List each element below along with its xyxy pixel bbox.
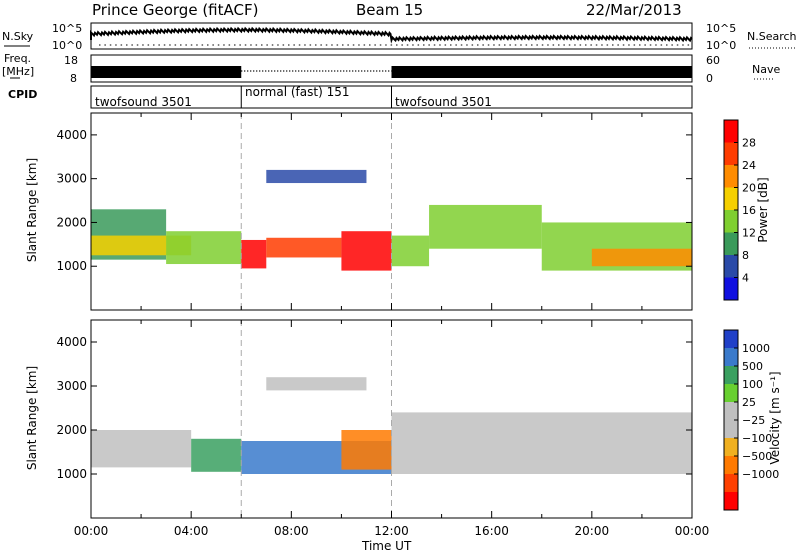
velocity-cbar-segment-1 [724, 348, 738, 367]
freq-label: Freq. [4, 52, 32, 65]
nave-label: Nave [752, 63, 781, 76]
velocity-panel-band-4 [391, 412, 692, 474]
noise-top-right: 10^5 [706, 22, 737, 35]
cpid-segment-3: twofsound 3501 [395, 95, 492, 109]
beam-title: Beam 15 [356, 1, 424, 19]
power-panel-ytick-label-2000: 2000 [56, 215, 87, 229]
time-tick-label-3: 12:00 [374, 524, 409, 538]
velocity-cbar-tick-label-4: −25 [742, 414, 765, 427]
nsky-label: N.Sky [2, 30, 34, 43]
velocity-panel-ytick-label-2000: 2000 [56, 423, 87, 437]
power-panel-band-3 [241, 239, 267, 269]
velocity-cbar-tick-label-2: 100 [742, 378, 763, 391]
date-title: 22/Mar/2013 [586, 1, 682, 19]
power-panel-band-10 [266, 169, 367, 184]
power-cbar-tick-label-4: 12 [742, 227, 756, 240]
power-cbar-segment-4 [724, 210, 738, 233]
power-panel-ytick-label-1000: 1000 [56, 259, 87, 273]
velocity-cbar-segment-4 [724, 402, 738, 421]
velocity-cbar-segment-7 [724, 456, 738, 475]
time-tick-label-1: 04:00 [174, 524, 209, 538]
power-cbar-segment-5 [724, 232, 738, 256]
time-tick-label-6: 00:00 [675, 524, 710, 538]
power-cbar-tick-label-3: 16 [742, 204, 756, 217]
power-panel-band-7 [429, 204, 542, 249]
velocity-cbar-segment-0 [724, 330, 738, 349]
power-panel-ytick-label-4000: 4000 [56, 128, 87, 142]
nave-tick-0: 0 [706, 72, 713, 85]
time-tick-label-2: 08:00 [274, 524, 309, 538]
velocity-cbar-tick-label-6: −500 [742, 450, 772, 463]
power-panel-band-4 [266, 237, 342, 258]
velocity-cbar-segment-9 [724, 492, 738, 511]
time-tick-label-4: 16:00 [474, 524, 509, 538]
noise-bottom-left: 10^0 [52, 39, 83, 52]
power-cbar-tick-label-1: 24 [742, 159, 756, 172]
velocity-cbar-tick-label-0: 1000 [742, 342, 770, 355]
nave-tick-60: 60 [706, 54, 720, 67]
time-xlabel: Time UT [362, 539, 412, 553]
power-cbar-tick-label-5: 8 [742, 249, 749, 262]
power-cbar-tick-label-2: 20 [742, 182, 756, 195]
power-panel-band-2 [166, 231, 242, 265]
power-cbar-segment-7 [724, 277, 738, 301]
time-tick-label-0: 00:00 [74, 524, 109, 538]
velocity-cbar-segment-5 [724, 420, 738, 439]
time-tick-label-5: 20:00 [575, 524, 610, 538]
power-cbar-segment-6 [724, 255, 738, 278]
velocity-cbar-segment-2 [724, 366, 738, 385]
velocity-panel-ytick-label-1000: 1000 [56, 467, 87, 481]
power-cbar-tick-label-6: 4 [742, 272, 749, 285]
cpid-label: CPID [8, 88, 38, 101]
power-panel-band-9 [591, 248, 692, 267]
velocity-panel-band-5 [266, 377, 367, 391]
velocity-panel-band-1 [191, 438, 242, 472]
velocity-cbar-tick-label-5: −100 [742, 432, 772, 445]
velocity-cbar-tick-label-7: −1000 [742, 468, 779, 481]
freq-unit-label: [MHz] [2, 65, 35, 78]
velocity-cbar-tick-label-3: 25 [742, 396, 756, 409]
freq-tick-8: 8 [70, 72, 77, 85]
velocity-panel-band-0 [91, 430, 192, 468]
noise-sky-line [90, 26, 693, 44]
noise-top-left: 10^5 [52, 22, 83, 35]
velocity-cbar-tick-label-1: 500 [742, 360, 763, 373]
nsearch-label: N.Search [747, 30, 797, 43]
power-cbar-segment-0 [724, 120, 738, 143]
cpid-segment-2: normal (fast) 151 [245, 85, 350, 99]
velocity-panel-ytick-label-4000: 4000 [56, 335, 87, 349]
cpid-segment-1: twofsound 3501 [95, 95, 192, 109]
power-cbar-segment-1 [724, 142, 738, 166]
power-panel-band-5 [341, 231, 392, 271]
power-cbar-tick-label-0: 28 [742, 137, 756, 150]
power-panel-band-6 [391, 235, 430, 267]
velocity-panel-band-3 [341, 430, 392, 470]
station-title: Prince George (fitACF) [92, 1, 259, 19]
freq-block-2 [391, 66, 692, 78]
power-panel-ytick-label-3000: 3000 [56, 172, 87, 186]
power-panel-bg [91, 113, 692, 310]
power-cbar-segment-3 [724, 187, 738, 211]
velocity-cbar-segment-3 [724, 384, 738, 403]
freq-block-1 [91, 66, 242, 78]
velocity-panel-ytick-label-3000: 3000 [56, 379, 87, 393]
noise-bottom-right: 10^0 [706, 39, 737, 52]
velocity-cbar-segment-6 [724, 438, 738, 457]
freq-tick-18: 18 [64, 54, 78, 67]
power-cbar-segment-2 [724, 165, 738, 188]
velocity-cbar-segment-8 [724, 474, 738, 493]
